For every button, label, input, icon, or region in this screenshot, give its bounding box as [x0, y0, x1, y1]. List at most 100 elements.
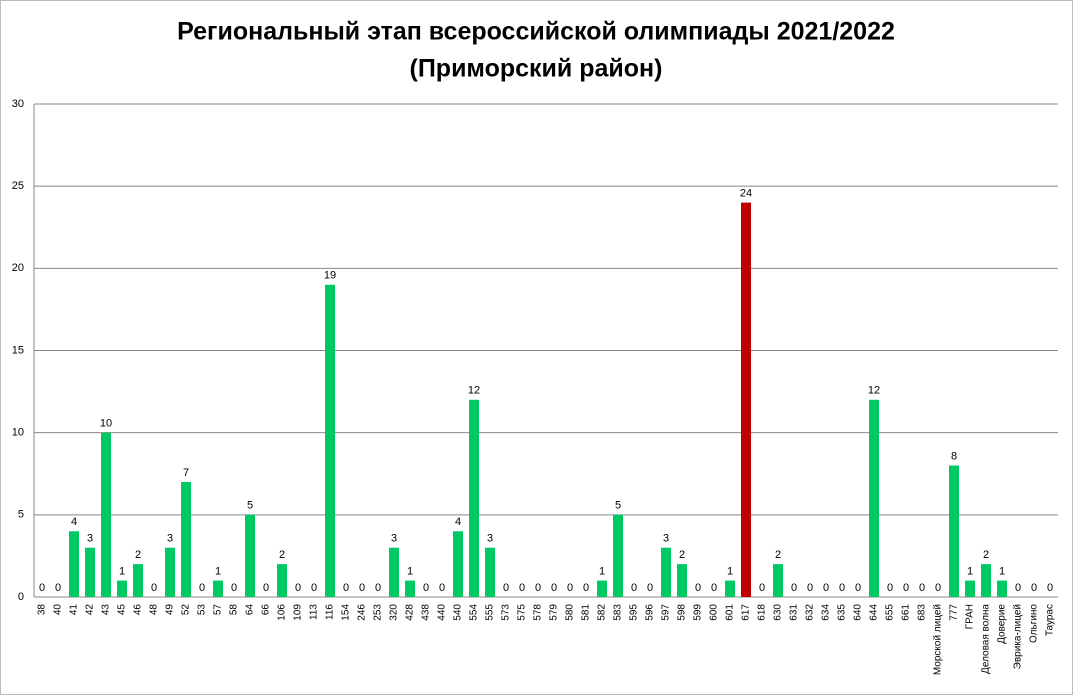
bar — [965, 580, 975, 597]
x-tick-label: 246 — [357, 604, 368, 621]
x-tick-label: 440 — [437, 604, 448, 621]
value-label: 8 — [951, 450, 957, 462]
bar — [101, 432, 111, 597]
x-tick-label: 253 — [373, 604, 384, 621]
x-tick-label: 601 — [725, 604, 736, 621]
value-label: 1 — [967, 565, 973, 577]
x-tick-label: 64 — [245, 604, 256, 616]
x-tick-label: 66 — [261, 604, 272, 616]
value-label: 0 — [791, 582, 797, 594]
bar — [69, 531, 79, 597]
x-tick-label: 630 — [773, 604, 784, 621]
bar — [453, 531, 463, 597]
x-tick-label: Таурас — [1045, 604, 1056, 636]
x-tick-label: 583 — [613, 604, 624, 621]
x-tick-label: 618 — [757, 604, 768, 621]
value-label: 0 — [199, 582, 205, 594]
value-label: 2 — [135, 549, 141, 561]
value-label: 3 — [487, 533, 493, 545]
x-tick-label: Ольгино — [1029, 604, 1040, 643]
value-label: 4 — [71, 516, 77, 528]
value-label: 0 — [631, 582, 637, 594]
bar — [741, 202, 751, 597]
bar — [165, 547, 175, 597]
chart-title: Региональный этап всероссийской олимпиад… — [177, 18, 895, 46]
x-tick-label: 40 — [53, 604, 64, 616]
value-label: 24 — [740, 188, 752, 200]
x-tick-label: 428 — [405, 604, 416, 621]
bar — [245, 514, 255, 597]
value-label: 2 — [775, 549, 781, 561]
x-tick-label: 600 — [709, 604, 720, 621]
bar — [85, 547, 95, 597]
value-label: 0 — [583, 582, 589, 594]
value-label: 0 — [39, 582, 45, 594]
bar — [133, 564, 143, 597]
x-tick-label: 52 — [181, 604, 192, 616]
x-tick-label: 598 — [677, 604, 688, 621]
value-label: 1 — [599, 565, 605, 577]
value-label: 0 — [263, 582, 269, 594]
bar — [725, 580, 735, 597]
x-tick-label: 777 — [949, 604, 960, 621]
value-label: 12 — [468, 385, 480, 397]
x-tick-label: 438 — [421, 604, 432, 621]
value-label: 2 — [679, 549, 685, 561]
x-tick-label: 43 — [101, 604, 112, 616]
value-label: 1 — [215, 565, 221, 577]
x-tick-label: 597 — [661, 604, 672, 621]
x-tick-label: 640 — [853, 604, 864, 621]
x-tick-label: 582 — [597, 604, 608, 621]
value-label: 0 — [567, 582, 573, 594]
value-label: 7 — [183, 467, 189, 479]
value-label: 0 — [503, 582, 509, 594]
value-label: 3 — [391, 533, 397, 545]
x-tick-label: 554 — [469, 604, 480, 621]
value-label: 0 — [1047, 582, 1053, 594]
x-tick-label: Деловая волна — [981, 604, 992, 674]
bar — [277, 564, 287, 597]
x-tick-label: 555 — [485, 604, 496, 621]
x-tick-label: ГРАН — [965, 604, 976, 629]
value-label: 0 — [855, 582, 861, 594]
value-label: 0 — [647, 582, 653, 594]
value-label: 1 — [407, 565, 413, 577]
value-label: 1 — [727, 565, 733, 577]
value-label: 19 — [324, 270, 336, 282]
y-tick-label: 30 — [12, 98, 24, 110]
value-label: 0 — [695, 582, 701, 594]
value-label: 0 — [919, 582, 925, 594]
x-tick-label: 116 — [325, 604, 336, 620]
bar — [949, 465, 959, 597]
bar — [469, 399, 479, 597]
value-label: 5 — [615, 500, 621, 512]
x-tick-label: 42 — [85, 604, 96, 616]
x-tick-label: 46 — [133, 604, 144, 616]
value-label: 2 — [983, 549, 989, 561]
value-label: 0 — [807, 582, 813, 594]
value-label: 3 — [663, 533, 669, 545]
bar — [869, 399, 879, 597]
bar — [597, 580, 607, 597]
x-tick-label: 683 — [917, 604, 928, 621]
bar — [485, 547, 495, 597]
x-tick-label: 644 — [869, 604, 880, 621]
x-tick-label: 581 — [581, 604, 592, 621]
value-label: 0 — [551, 582, 557, 594]
value-label: 0 — [55, 582, 61, 594]
x-tick-label: 634 — [821, 604, 832, 621]
x-tick-label: 41 — [69, 604, 80, 616]
x-tick-label: Эврика-лицей — [1013, 604, 1024, 669]
bar — [389, 547, 399, 597]
value-label: 12 — [868, 385, 880, 397]
x-tick-label: 573 — [501, 604, 512, 621]
value-label: 3 — [167, 533, 173, 545]
y-tick-label: 25 — [12, 180, 24, 192]
x-tick-label: 106 — [277, 604, 288, 621]
value-label: 3 — [87, 533, 93, 545]
x-tick-label: 53 — [197, 604, 208, 616]
value-label: 0 — [231, 582, 237, 594]
x-tick-label: 57 — [213, 604, 224, 616]
